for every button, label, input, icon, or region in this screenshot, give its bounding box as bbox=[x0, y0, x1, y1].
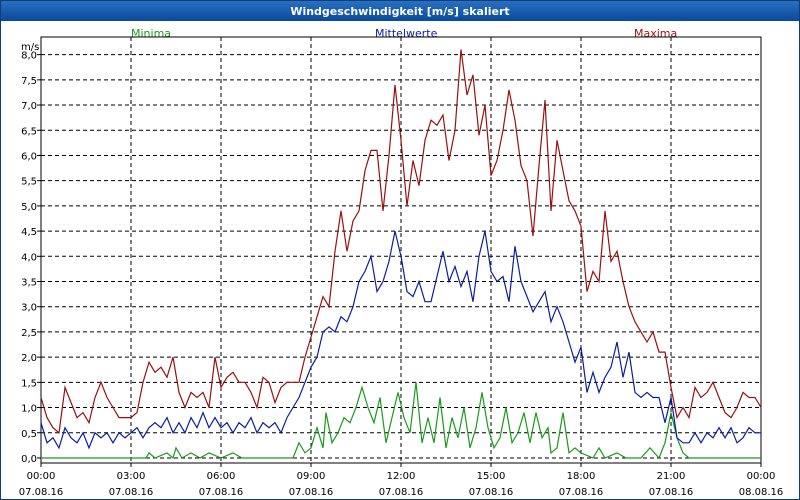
y-tick-label: 2,5 bbox=[21, 328, 37, 339]
y-tick-label: 1,5 bbox=[21, 378, 37, 389]
y-tick-label: 3,5 bbox=[21, 278, 37, 289]
x-tick-label-date: 07.08.16 bbox=[289, 487, 334, 498]
x-tick-label-time: 06:00 bbox=[207, 471, 236, 482]
x-tick-label-date: 08.08.16 bbox=[739, 487, 784, 498]
y-tick-label: 0,5 bbox=[21, 429, 37, 440]
series-line-mittelwerte bbox=[40, 230, 761, 450]
window-title: Windgeschwindigkeit [m/s] skaliert bbox=[1, 1, 799, 21]
y-tick-label: 0,0 bbox=[21, 454, 37, 465]
x-tick-label-date: 07.08.16 bbox=[559, 487, 604, 498]
y-tick-label: 1,0 bbox=[21, 404, 37, 415]
x-tick-label-time: 03:00 bbox=[117, 471, 146, 482]
y-tick-label: 7,0 bbox=[21, 101, 37, 112]
x-tick-label-date: 07.08.16 bbox=[469, 487, 514, 498]
y-tick-label: 4,5 bbox=[21, 227, 37, 238]
x-tick-label-time: 12:00 bbox=[387, 471, 416, 482]
y-tick-label: 5,5 bbox=[21, 177, 37, 188]
x-tick-label-time: 18:00 bbox=[567, 471, 596, 482]
y-tick-label: 2,0 bbox=[21, 353, 37, 364]
x-tick-label-time: 00:00 bbox=[747, 471, 776, 482]
series-line-minima bbox=[41, 382, 761, 460]
y-tick-label: 6,5 bbox=[21, 126, 37, 137]
x-tick-label-date: 07.08.16 bbox=[19, 487, 64, 498]
x-tick-label-time: 21:00 bbox=[657, 471, 686, 482]
x-tick-label-date: 07.08.16 bbox=[649, 487, 694, 498]
y-tick-label: 4,0 bbox=[21, 252, 37, 263]
x-tick-label-date: 07.08.16 bbox=[199, 487, 244, 498]
y-tick-label: 5,0 bbox=[21, 202, 37, 213]
x-tick-label-time: 00:00 bbox=[27, 471, 56, 482]
y-tick-label: 6,0 bbox=[21, 151, 37, 162]
y-tick-label: 7,5 bbox=[21, 76, 37, 87]
x-tick-label-time: 15:00 bbox=[477, 471, 506, 482]
y-tick-label: 3,0 bbox=[21, 303, 37, 314]
y-tick-label: 8,0 bbox=[21, 51, 37, 62]
series-line-maxima bbox=[40, 49, 762, 434]
x-tick-label-time: 09:00 bbox=[297, 471, 326, 482]
x-tick-label-date: 07.08.16 bbox=[379, 487, 424, 498]
y-axis-unit: m/s bbox=[21, 42, 40, 53]
x-tick-label-date: 07.08.16 bbox=[109, 487, 154, 498]
